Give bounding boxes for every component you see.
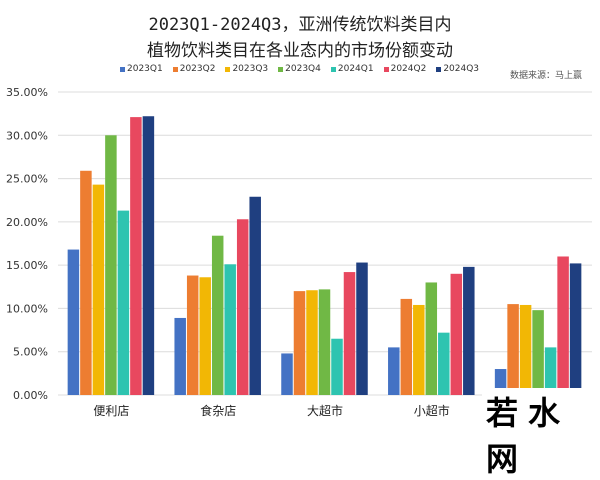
legend-swatch [225,66,231,72]
legend-item: 2024Q1 [330,64,374,74]
bar-2023Q2-0 [80,170,92,395]
bar-2023Q3-1 [199,277,211,395]
legend-swatch [436,66,442,72]
legend-item: 2023Q2 [172,64,216,74]
bar-2023Q1-1 [174,317,186,395]
y-tick-label: 30.00% [6,129,48,142]
y-tick-label: 20.00% [6,216,48,229]
y-tick-label: 5.00% [13,346,48,359]
bar-2024Q1-0 [117,210,130,395]
x-tick-label: 食杂店 [200,403,236,418]
legend-item: 2023Q4 [278,64,321,74]
legend-label: 2023Q1 [127,64,163,74]
bar-2023Q4-1 [211,235,224,395]
bar-2023Q4-4 [532,310,544,395]
bar-2023Q4-2 [318,289,331,395]
legend-item: 2023Q3 [225,64,268,74]
legend-label: 2023Q3 [232,64,269,74]
legend-swatch [120,66,125,72]
legend-swatch [330,66,336,72]
bar-2024Q2-2 [343,272,356,395]
bar-2023Q4-3 [425,282,438,395]
bar-2023Q1-4 [494,369,507,395]
legend-swatch [172,66,178,72]
bar-2023Q2-2 [293,291,306,395]
legend: 2023Q1 2023Q2 2023Q3 2023Q4 2024Q1 2024Q2 2024… [120,64,479,74]
bar-2024Q1-1 [224,264,236,395]
bar-2023Q3-4 [519,304,532,395]
y-tick-label: 0.00% [13,389,48,402]
watermark-logo: 若水网 [482,388,600,480]
legend-swatch [278,66,284,72]
bar-2024Q1-4 [544,347,557,395]
x-tick-label: 便利店 [93,404,129,418]
bar-2024Q2-3 [450,273,463,395]
bar-2024Q2-0 [130,117,142,395]
bar-2024Q1-3 [438,332,450,395]
data-source: 数据来源：马上赢 [509,71,582,81]
bar-2023Q2-3 [400,298,413,395]
y-tick-label: 35.00% [6,86,48,99]
legend-label: 2023Q2 [179,64,216,74]
legend-item: 2024Q2 [383,64,427,74]
bar-2024Q1-2 [331,338,343,395]
bar-2023Q3-0 [92,184,105,395]
bar-2024Q2-4 [557,256,569,395]
chart-title: 2023Q1-2024Q3，亚洲传统饮料类目内 [148,15,452,35]
x-tick-label: 大超市 [307,403,343,418]
y-tick-label: 10.00% [6,302,48,315]
bar-2023Q2-4 [507,304,519,395]
bar-2023Q3-2 [306,290,318,395]
y-tick-label: 15.00% [6,259,48,272]
bar-2024Q2-1 [236,219,249,395]
legend-item: 2023Q1 [120,64,163,74]
x-tick-label: 小超市 [414,403,450,418]
bar-2023Q1-2 [281,353,293,395]
bar-2024Q3-3 [463,266,475,395]
legend-label: 2024Q2 [390,64,427,74]
bar-2023Q4-0 [105,135,117,396]
legend-item: 2024Q3 [436,64,479,74]
bar-2023Q1-0 [67,249,80,395]
bar-2023Q3-3 [413,304,425,395]
bar-2024Q3-4 [569,263,582,395]
legend-label: 2024Q1 [337,64,374,74]
legend-label: 2023Q4 [285,64,321,74]
bar-2024Q3-1 [249,196,261,395]
bar-2023Q2-1 [186,275,199,395]
legend-swatch [383,66,389,72]
y-tick-label: 25.00% [6,173,48,186]
bar-2023Q1-3 [388,347,400,395]
bar-2024Q3-2 [356,262,368,395]
legend-label: 2024Q3 [443,64,480,74]
bar-chart: 0.00% 5.00% 10.00% 15.00% 20.00% 25.00% 30.00%… [6,86,592,418]
chart-subtitle: 植物饮料类目在各业态内的市场份额变动 [147,41,453,61]
bar-2024Q3-0 [142,116,155,396]
